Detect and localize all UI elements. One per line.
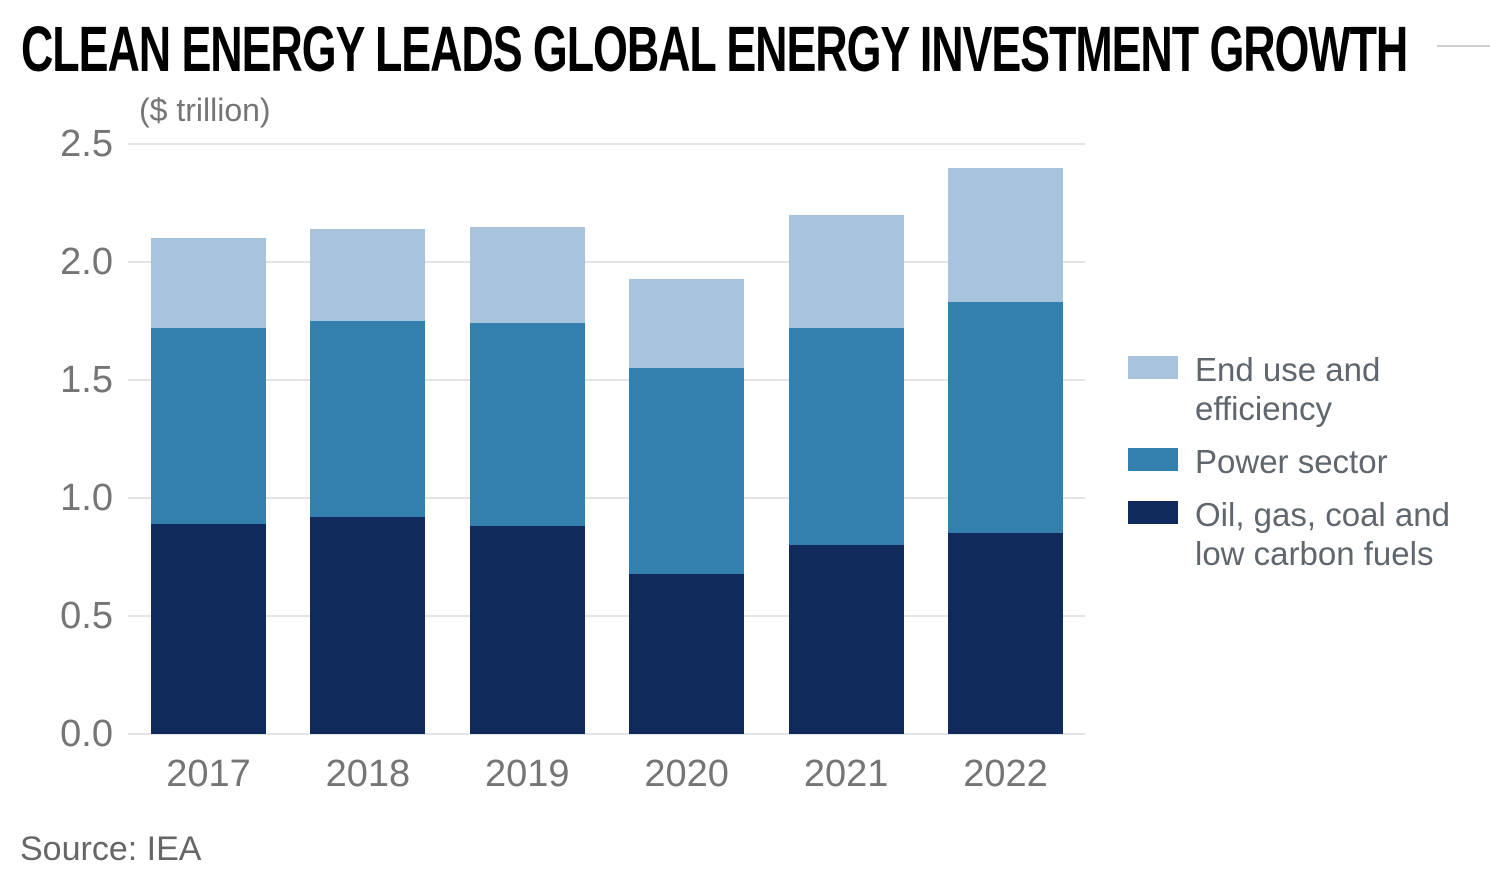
legend: End use and efficiency Power sector Oil, g… [1128, 350, 1488, 587]
bar-segment-2020-power-sector [629, 368, 745, 574]
gridline-0.0 [128, 733, 1085, 735]
bar-segment-2017-end-use-and-efficiency [151, 238, 266, 329]
y-tick-label-2.0: 2.0 [60, 241, 113, 283]
legend-item: Power sector [1128, 442, 1488, 481]
bar-segment-2022-power-sector [948, 302, 1063, 534]
bar-segment-2018-power-sector [310, 321, 426, 517]
y-tick-label-0.5: 0.5 [60, 595, 113, 637]
gridline-1.5 [128, 379, 1085, 381]
bar-segment-2019-oil [469, 526, 585, 734]
legend-swatch-icon [1128, 448, 1178, 471]
bar-segment-2021-end-use-and-efficiency [788, 214, 904, 329]
bar-segment-2018-oil [310, 516, 426, 734]
x-axis-label-2017: 2017 [166, 753, 251, 795]
bar-segment-2017-power-sector [151, 328, 266, 524]
y-tick-label-1.5: 1.5 [60, 359, 113, 401]
chart-title: CLEAN ENERGY LEADS GLOBAL ENERGY INVESTM… [21, 13, 1408, 85]
x-axis-label-2019: 2019 [485, 753, 570, 795]
legend-label: Power sector [1195, 443, 1388, 480]
x-axis-label-2020: 2020 [644, 753, 729, 795]
gridline-2.5 [128, 143, 1085, 145]
x-axis-label-2022: 2022 [963, 753, 1048, 795]
bar-segment-2020-oil [629, 573, 745, 734]
y-tick-label-1.0: 1.0 [60, 477, 113, 519]
axis-unit-label: ($ trillion) [139, 92, 271, 128]
bar-segment-2022-end-use-and-efficiency [948, 167, 1063, 303]
legend-item: Oil, gas, coal and low carbon fuels [1128, 495, 1488, 573]
y-tick-label-2.5: 2.5 [60, 123, 113, 165]
bar-segment-2022-oil [948, 533, 1063, 734]
bar-segment-2019-end-use-and-efficiency [469, 226, 585, 324]
bar-segment-2019-power-sector [469, 323, 585, 527]
legend-swatch-icon [1128, 501, 1178, 524]
x-axis-label-2018: 2018 [325, 753, 411, 795]
gridline-0.5 [128, 615, 1085, 617]
gridline-2.0 [128, 261, 1085, 263]
top-right-rule [1437, 45, 1490, 47]
gridline-1.0 [128, 497, 1085, 499]
bar-segment-2020-end-use-and-efficiency [629, 278, 745, 369]
bar-segment-2018-end-use-and-efficiency [310, 228, 426, 321]
bar-segment-2017-oil [151, 523, 266, 734]
x-axis-label-2021: 2021 [803, 753, 889, 795]
bar-segment-2021-oil [788, 545, 904, 734]
source-note: Source: IEA [20, 830, 202, 868]
bar-segment-2021-power-sector [788, 328, 904, 546]
legend-swatch-icon [1128, 356, 1178, 379]
legend-label: Oil, gas, coal and low carbon fuels [1195, 496, 1450, 572]
legend-item: End use and efficiency [1128, 350, 1488, 428]
y-tick-label-0.0: 0.0 [60, 713, 113, 755]
legend-label: End use and efficiency [1195, 351, 1381, 427]
